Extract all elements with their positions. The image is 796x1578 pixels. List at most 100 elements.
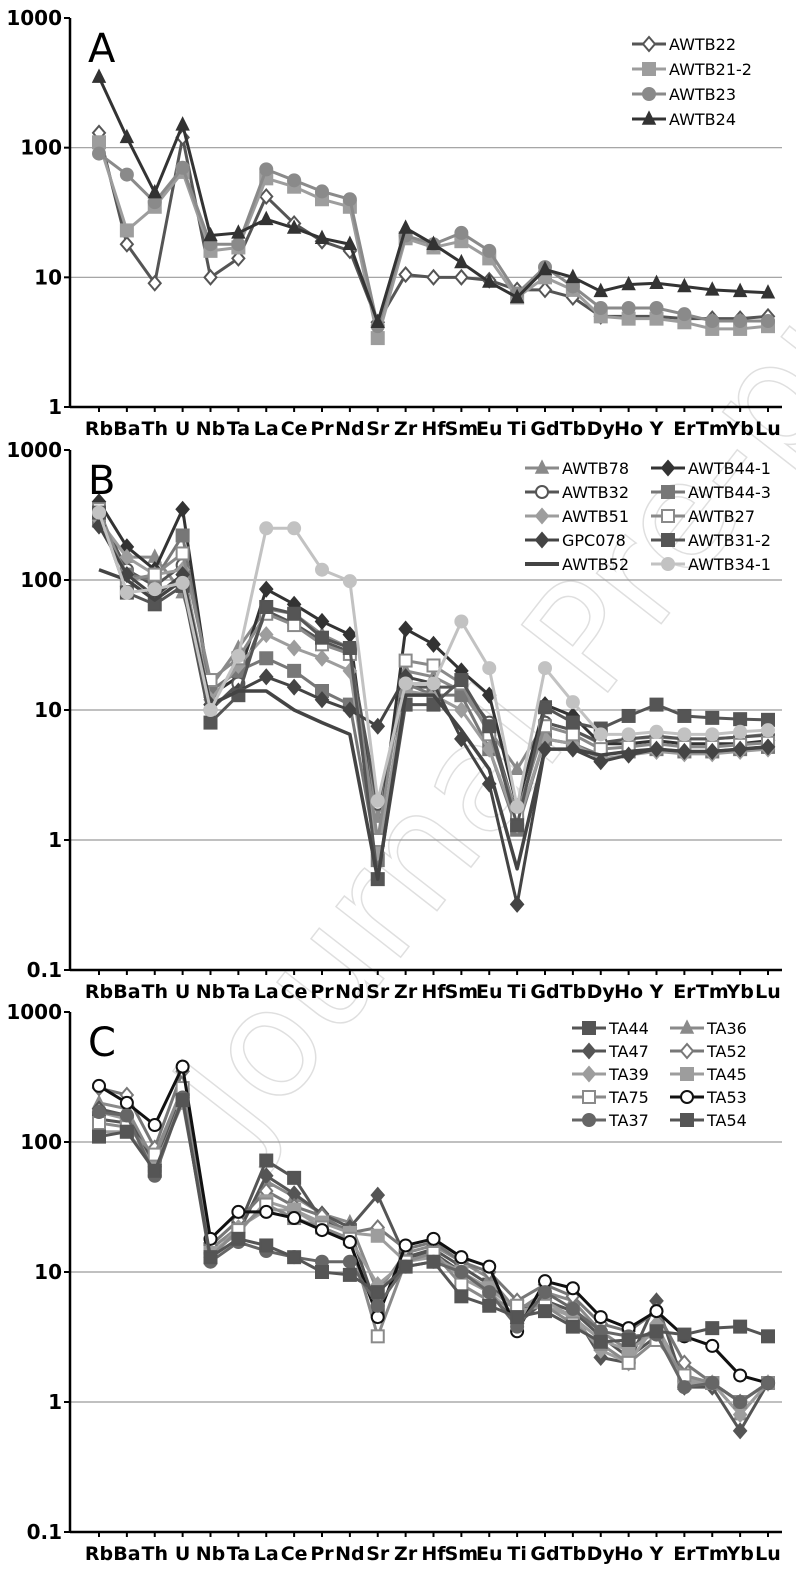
data-point [370, 313, 385, 329]
x-tick-label: Nb [196, 981, 226, 1003]
x-tick-label: Lu [755, 418, 781, 440]
x-tick-label: U [175, 418, 190, 440]
data-point [649, 1304, 664, 1319]
legend-label: TA45 [706, 1065, 747, 1084]
data-point [370, 1228, 385, 1243]
x-tick-label: Tb [560, 981, 587, 1003]
x-tick-label: Th [142, 1543, 169, 1565]
series-line [98, 1098, 769, 1344]
data-point [510, 799, 525, 814]
data-point [287, 1170, 302, 1185]
data-point [398, 219, 413, 234]
data-point [732, 1422, 748, 1440]
data-point [259, 210, 274, 226]
x-tick-label: Er [673, 1543, 696, 1565]
data-point [733, 1368, 748, 1383]
data-point [287, 606, 302, 621]
x-tick-label: Yb [725, 981, 753, 1003]
data-point [314, 229, 330, 245]
data-point [565, 1281, 580, 1296]
legend-item: TA75 [572, 1088, 649, 1107]
y-tick-label: 1000 [6, 6, 62, 30]
data-point [705, 281, 720, 296]
data-point [370, 331, 385, 346]
data-point [287, 1211, 302, 1226]
data-point [314, 649, 330, 667]
data-point [621, 301, 636, 316]
data-point [231, 649, 246, 664]
data-point [315, 1223, 329, 1238]
series-AWTB34-1 [92, 505, 775, 814]
data-point [119, 1108, 134, 1123]
legend-item: TA53 [670, 1088, 747, 1107]
legend-label: TA44 [608, 1019, 649, 1038]
data-point [342, 1235, 357, 1250]
x-tick-label: Ti [507, 981, 526, 1003]
data-point [259, 651, 274, 666]
data-point [426, 1231, 441, 1246]
data-point [175, 116, 190, 131]
data-point [593, 301, 608, 316]
data-point [454, 614, 469, 629]
y-tick-label: 1 [48, 828, 62, 852]
panel-letter: C [88, 1020, 116, 1066]
x-tick-label: Lu [755, 1543, 781, 1565]
data-point [565, 268, 581, 284]
x-tick-label: Zr [394, 1543, 418, 1565]
data-point [175, 1093, 190, 1108]
x-tick-label: Gd [530, 1543, 559, 1565]
data-point [342, 1254, 357, 1269]
data-point [315, 562, 329, 577]
legend-item: AWTB52 [525, 555, 629, 574]
data-point [287, 521, 302, 536]
data-point [147, 1163, 162, 1178]
data-point [733, 712, 748, 727]
legend-marker [660, 459, 676, 477]
data-point [259, 1238, 274, 1253]
y-tick-label: 1000 [6, 438, 62, 462]
x-tick-label: Ce [281, 981, 308, 1003]
x-tick-label: La [254, 981, 279, 1003]
x-tick-label: Sr [366, 1543, 390, 1565]
legend-label: AWTB24 [669, 110, 736, 129]
data-point [454, 1265, 469, 1279]
x-tick-label: Yb [725, 1543, 753, 1565]
x-tick-label: Gd [530, 981, 559, 1003]
legend-item: AWTB34-1 [651, 555, 771, 574]
legend: AWTB22 AWTB21-2 AWTB23 AWTB24 [632, 35, 752, 129]
data-point [426, 635, 441, 653]
data-point [482, 1285, 497, 1300]
y-tick-label: 10 [34, 265, 62, 289]
x-tick-label: Hf [421, 981, 446, 1003]
x-tick-label: Y [649, 418, 664, 440]
data-point [287, 618, 302, 633]
data-point [91, 68, 107, 83]
legend-marker [534, 459, 550, 474]
data-point [649, 274, 664, 290]
data-point [231, 1231, 246, 1246]
data-point [258, 580, 274, 598]
x-tick-label: Sr [366, 981, 390, 1003]
data-point [733, 314, 748, 329]
data-point [565, 695, 580, 710]
data-point [259, 521, 274, 536]
legend-marker [680, 1090, 694, 1104]
y-tick-label: 0.1 [27, 1520, 62, 1544]
y-tick-label: 1 [48, 1390, 62, 1414]
data-point [677, 307, 692, 322]
x-tick-label: Pr [310, 418, 334, 440]
data-point [538, 700, 552, 715]
data-point [315, 184, 329, 199]
legend-marker [534, 507, 550, 525]
data-point [119, 128, 135, 144]
data-point [370, 1310, 385, 1325]
data-point [370, 1298, 385, 1313]
x-tick-label: Pr [310, 1543, 334, 1565]
data-point [342, 640, 357, 655]
data-point [119, 223, 134, 238]
data-point [175, 575, 190, 590]
data-point [92, 1105, 106, 1120]
data-point [203, 226, 218, 242]
data-point [705, 314, 720, 329]
legend-label: TA47 [608, 1042, 649, 1061]
